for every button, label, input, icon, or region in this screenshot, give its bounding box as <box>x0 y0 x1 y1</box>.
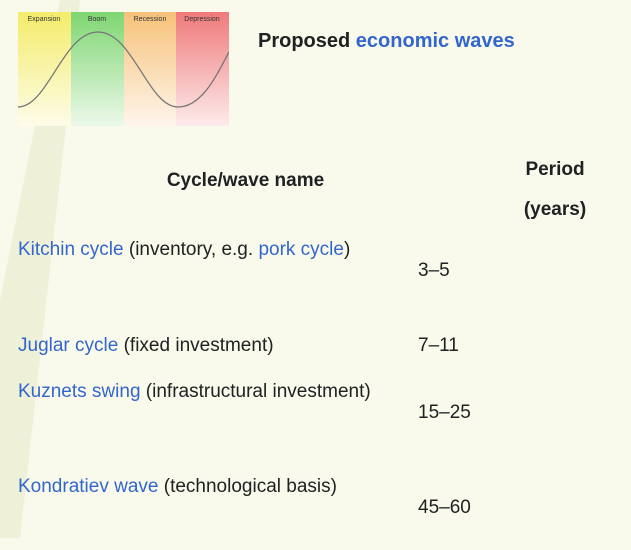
link[interactable]: Kitchin cycle <box>18 239 124 260</box>
link[interactable]: Kondratiev wave <box>18 476 159 497</box>
thumbnail[interactable]: Expansion Boom Recession Depression <box>18 12 229 126</box>
text: ) <box>343 239 351 260</box>
text: Proposed <box>258 30 356 52</box>
image-label: Depression <box>184 16 220 23</box>
text: (fixed investment) <box>118 335 274 356</box>
column-header: Cycle/wave name <box>166 170 325 191</box>
header-line: (years) <box>523 199 587 220</box>
period: 3–5 <box>418 260 450 281</box>
header-line: Period <box>525 159 585 180</box>
link[interactable]: Juglar cycle <box>18 335 119 356</box>
fade <box>18 12 229 126</box>
period: 7–11 <box>418 335 459 356</box>
title: Proposed economic waves <box>258 30 515 53</box>
table-row: Kondratiev wave (technological basis) 45–… <box>18 466 628 550</box>
image-labels: Expansion Boom Recession Depression <box>28 16 220 23</box>
background-decoration <box>0 0 80 538</box>
cycle-name: Juglar cycle (fixed investment) <box>18 325 413 367</box>
image-label: Boom <box>88 16 106 23</box>
link[interactable]: economic waves <box>355 30 515 52</box>
text: (technological basis) <box>158 476 337 497</box>
column-header: Period (years) <box>500 150 610 230</box>
period: 45–60 <box>418 497 471 518</box>
text: (infrastructural investment) <box>140 381 371 402</box>
link[interactable]: Kuznets swing <box>18 381 141 402</box>
image-label: Recession <box>134 16 167 23</box>
cycle-name: Kuznets swing (infrastructural investmen… <box>18 371 413 413</box>
table-row: Juglar cycle (fixed investment) 7–11 <box>18 325 628 367</box>
text: (inventory, e.g. <box>123 239 259 260</box>
wave-curve <box>18 31 229 108</box>
table-row: Kitchin cycle (inventory, e.g. pork cycl… <box>18 229 628 313</box>
table-row: Kuznets swing (infrastructural investmen… <box>18 371 628 455</box>
cycle-name: Kondratiev wave (technological basis) <box>18 466 413 508</box>
cycle-name: Kitchin cycle (inventory, e.g. pork cycl… <box>18 229 413 271</box>
period: 15–25 <box>418 402 471 423</box>
link[interactable]: pork cycle <box>258 239 344 260</box>
diagonal-stripe <box>0 0 80 538</box>
image-label: Expansion <box>28 16 61 23</box>
page: Expansion Boom Recession Depression Propose… <box>0 0 628 538</box>
